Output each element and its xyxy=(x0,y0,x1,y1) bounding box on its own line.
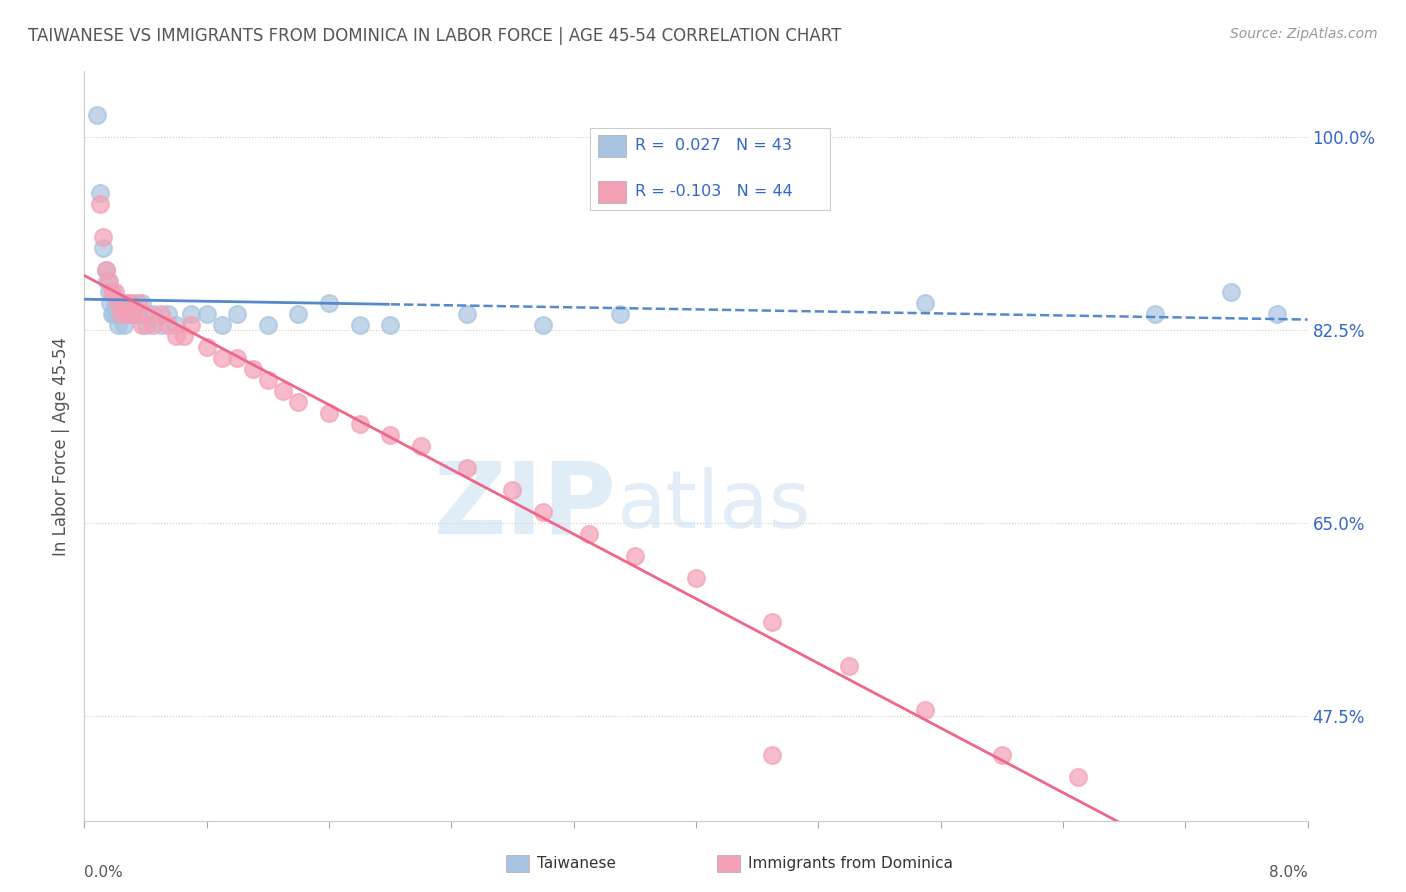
Point xyxy=(94,262,117,277)
Point xyxy=(96,274,118,288)
Point xyxy=(107,295,129,310)
Point xyxy=(110,307,132,321)
Point xyxy=(157,307,180,321)
Point xyxy=(531,318,554,332)
Point xyxy=(108,307,131,321)
Point xyxy=(157,318,180,332)
Point xyxy=(114,307,136,321)
Point xyxy=(287,395,309,409)
Text: ZIP: ZIP xyxy=(433,458,616,555)
Point xyxy=(226,351,249,365)
Point xyxy=(380,428,402,442)
Point xyxy=(115,295,138,310)
Point xyxy=(115,307,138,321)
Point xyxy=(456,461,478,475)
Point xyxy=(112,318,135,332)
Point xyxy=(226,307,249,321)
Point xyxy=(131,295,153,310)
Point xyxy=(180,307,202,321)
Point xyxy=(142,307,165,321)
Point xyxy=(149,307,172,321)
Point xyxy=(180,318,202,332)
Text: R =  0.027   N = 43: R = 0.027 N = 43 xyxy=(636,138,792,153)
Point xyxy=(101,285,124,299)
Point xyxy=(120,307,142,321)
Point xyxy=(531,505,554,519)
Point xyxy=(135,318,157,332)
Point xyxy=(624,549,647,564)
Point xyxy=(195,340,218,354)
Point xyxy=(761,615,783,630)
Point xyxy=(111,307,134,321)
Text: 8.0%: 8.0% xyxy=(1268,864,1308,880)
Point xyxy=(97,285,120,299)
Point xyxy=(91,229,114,244)
Point xyxy=(89,186,111,200)
Point xyxy=(120,295,142,310)
Point xyxy=(1265,307,1288,321)
Point xyxy=(165,318,187,332)
Point xyxy=(195,307,218,321)
Point xyxy=(287,307,309,321)
Point xyxy=(135,307,157,321)
Point xyxy=(89,196,111,211)
Y-axis label: In Labor Force | Age 45-54: In Labor Force | Age 45-54 xyxy=(52,336,70,556)
Point xyxy=(502,483,524,497)
Text: Taiwanese: Taiwanese xyxy=(537,856,616,871)
Point xyxy=(838,659,860,673)
Point xyxy=(409,439,432,453)
Point xyxy=(105,307,128,321)
Point xyxy=(107,318,129,332)
Point xyxy=(685,571,707,585)
Point xyxy=(173,328,195,343)
Point xyxy=(914,703,936,717)
Point xyxy=(257,318,280,332)
Point xyxy=(349,318,371,332)
Text: 0.0%: 0.0% xyxy=(84,864,124,880)
Text: Source: ZipAtlas.com: Source: ZipAtlas.com xyxy=(1230,27,1378,41)
Text: Immigrants from Dominica: Immigrants from Dominica xyxy=(748,856,953,871)
Text: atlas: atlas xyxy=(616,467,811,545)
Point xyxy=(131,318,153,332)
Point xyxy=(112,295,135,310)
Point xyxy=(1143,307,1166,321)
Point xyxy=(914,295,936,310)
Point xyxy=(761,747,783,762)
Point xyxy=(98,295,121,310)
Point xyxy=(257,373,280,387)
Point xyxy=(127,295,149,310)
Point xyxy=(456,307,478,321)
Point xyxy=(94,262,117,277)
Point xyxy=(103,307,125,321)
Point xyxy=(127,307,149,321)
Point xyxy=(110,295,132,310)
Point xyxy=(211,351,233,365)
Point xyxy=(991,747,1014,762)
Point xyxy=(211,318,233,332)
Point xyxy=(578,527,600,541)
Point xyxy=(271,384,294,398)
Point xyxy=(242,362,264,376)
Point xyxy=(1220,285,1243,299)
Text: R = -0.103   N = 44: R = -0.103 N = 44 xyxy=(636,185,793,199)
Point xyxy=(97,274,120,288)
Point xyxy=(122,295,145,310)
Point xyxy=(142,318,165,332)
Point xyxy=(1067,770,1090,784)
Point xyxy=(380,318,402,332)
Point xyxy=(318,406,340,420)
Point xyxy=(122,307,145,321)
Text: TAIWANESE VS IMMIGRANTS FROM DOMINICA IN LABOR FORCE | AGE 45-54 CORRELATION CHA: TAIWANESE VS IMMIGRANTS FROM DOMINICA IN… xyxy=(28,27,842,45)
Point xyxy=(149,318,172,332)
Point xyxy=(101,307,124,321)
Point xyxy=(86,108,108,122)
Point xyxy=(165,328,187,343)
Point xyxy=(609,307,631,321)
Point xyxy=(104,295,127,310)
Point xyxy=(318,295,340,310)
Point xyxy=(104,285,127,299)
Point xyxy=(349,417,371,431)
Point xyxy=(91,241,114,255)
